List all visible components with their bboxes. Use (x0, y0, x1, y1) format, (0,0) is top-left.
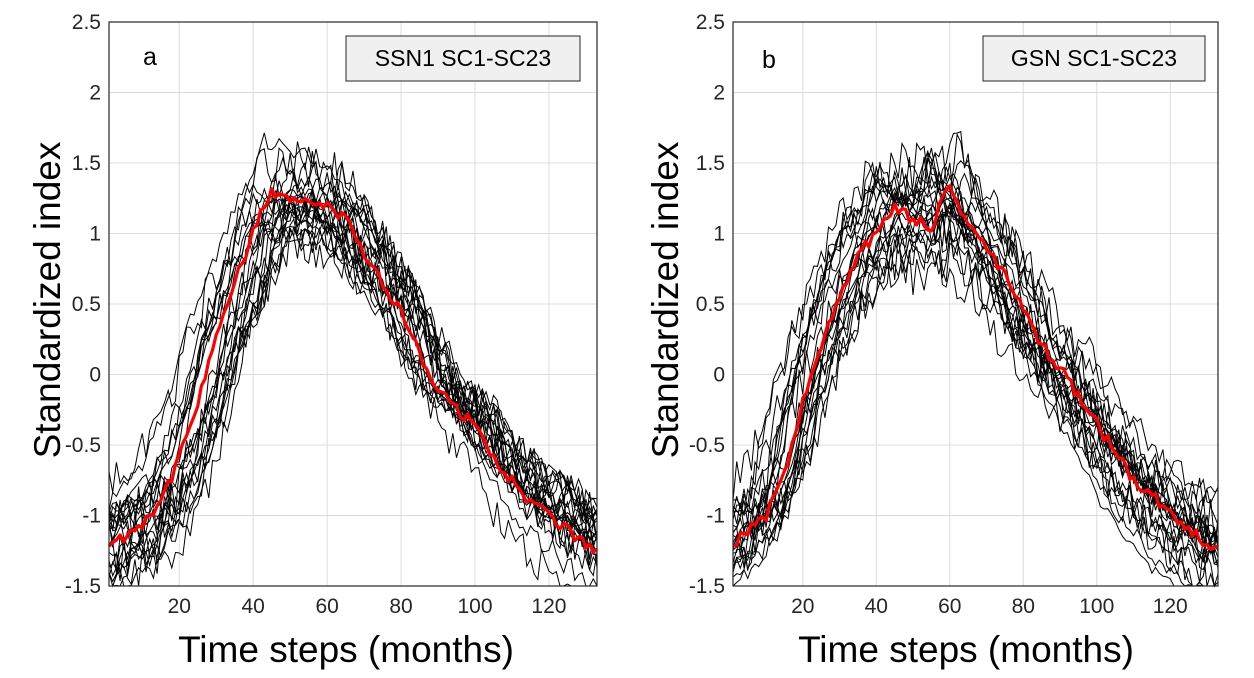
y-tick-label: 0.5 (696, 293, 725, 316)
x-tick-label: 20 (791, 595, 814, 618)
x-tick-label: 80 (389, 595, 412, 618)
y-tick-label: -1.5 (65, 575, 101, 598)
member-series-line (109, 175, 598, 587)
member-series-line (732, 141, 1219, 565)
y-tick-labels-a: -1.5 -1 -0.5 0 0.5 1 1.5 2 2.5 (65, 11, 101, 598)
legend-box-a (345, 35, 581, 82)
y-tick-label: 2.5 (72, 11, 101, 34)
member-lines-b (732, 130, 1219, 588)
y-tick-label: 0 (713, 364, 725, 387)
member-series-line (732, 205, 1219, 526)
member-series-line (732, 172, 1219, 568)
member-series-line (732, 145, 1219, 588)
x-tick-label: 80 (1012, 595, 1035, 618)
x-tick-label: 60 (938, 595, 961, 618)
member-series-line (732, 208, 1219, 554)
x-tick-label: 100 (1079, 595, 1114, 618)
member-series-line (732, 166, 1218, 587)
x-tick-label: 20 (168, 595, 191, 618)
y-tick-label: 2 (713, 82, 725, 105)
x-tick-labels-a: 20 40 60 80 100 120 (168, 595, 567, 618)
member-series-line (109, 148, 597, 587)
y-tick-label: 1 (89, 223, 101, 246)
y-tick-label: 0.5 (72, 293, 101, 316)
y-tick-label: -0.5 (65, 434, 101, 457)
mean-series-line (107, 187, 598, 554)
y-tick-label: 1.5 (72, 152, 101, 175)
y-tick-labels-b: -1.5 -1 -0.5 0 0.5 1 1.5 2 2.5 (689, 11, 725, 598)
x-tick-labels-b: 20 40 60 80 100 120 (791, 595, 1188, 618)
legend-text-a: SSN1 SC1-SC23 (375, 45, 551, 71)
y-tick-label: 0 (89, 364, 101, 387)
member-series-line (108, 180, 598, 578)
member-series-line (732, 160, 1219, 573)
member-series-line (108, 227, 598, 528)
panel-label-b: b (762, 46, 776, 74)
y-axis-label-b: Standardized index (645, 141, 686, 458)
y-tick-label: -1.5 (689, 575, 725, 598)
member-series-line (732, 177, 1219, 522)
panel-label-a: a (143, 43, 157, 71)
mean-line-a (107, 187, 598, 554)
x-tick-label: 40 (242, 595, 265, 618)
member-series-line (108, 132, 598, 587)
y-tick-label: 1.5 (696, 152, 725, 175)
y-tick-label: -1 (706, 505, 725, 528)
plot-frame-a (108, 21, 598, 587)
y-tick-label: 1 (713, 223, 725, 246)
y-tick-label: -0.5 (689, 434, 725, 457)
grid-a (109, 21, 597, 587)
member-lines-a (108, 132, 598, 588)
mean-series-line (732, 184, 1219, 552)
x-tick-label: 100 (457, 595, 492, 618)
legend-text-b: GSN SC1-SC23 (1011, 45, 1177, 71)
legend-box-b (982, 35, 1206, 82)
plot-frame-b (732, 21, 1219, 587)
x-tick-label: 120 (531, 595, 566, 618)
y-axis-label-a: Standardized index (27, 141, 68, 458)
x-tick-label: 120 (1153, 595, 1188, 618)
x-axis-label-b: Time steps (months) (798, 629, 1134, 670)
y-tick-label: 2 (89, 82, 101, 105)
mean-line-b (732, 184, 1219, 552)
y-tick-label: -1 (82, 505, 101, 528)
member-series-line (732, 150, 1218, 587)
member-series-line (108, 186, 598, 573)
panel-b: -1.5-1-0.500.511.522.5 20 40 60 80 100 120 b … (645, 11, 1219, 670)
panel-a: -1.5-1-0.500.511.522.5 20 40 60 80 100 120 a … (27, 11, 598, 670)
member-series-line (108, 141, 598, 582)
x-tick-label: 40 (865, 595, 888, 618)
x-axis-label-a: Time steps (months) (178, 629, 514, 670)
x-tick-label: 60 (315, 595, 338, 618)
y-tick-label: 2.5 (696, 11, 725, 34)
member-series-line (732, 173, 1219, 552)
member-series-line (732, 201, 1219, 557)
member-series-line (108, 198, 597, 518)
member-series-line (732, 232, 1219, 541)
